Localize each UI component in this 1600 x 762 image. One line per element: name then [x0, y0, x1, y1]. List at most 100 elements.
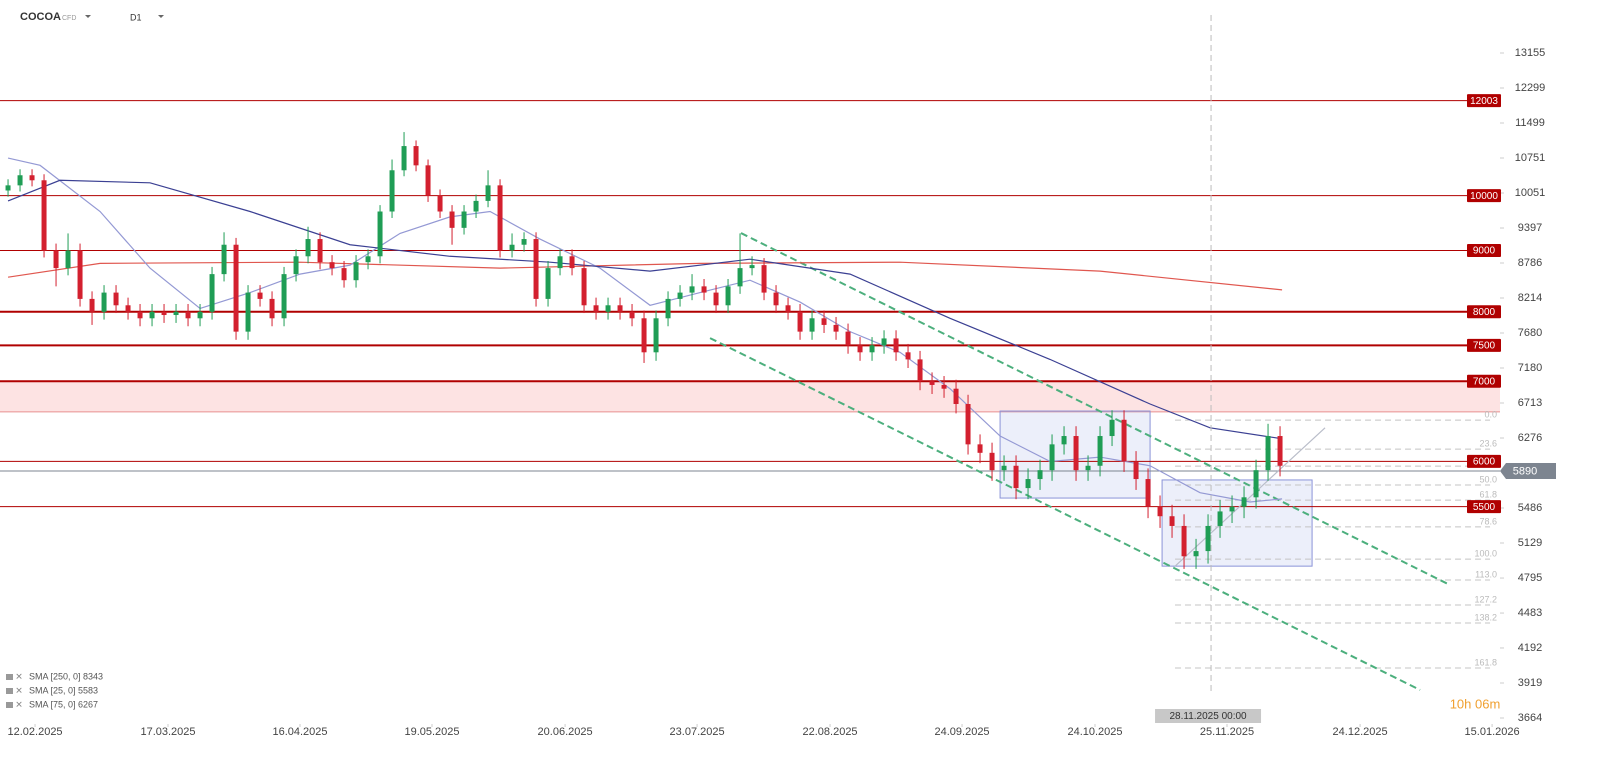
candle	[1277, 426, 1283, 477]
candle	[377, 205, 383, 264]
legend-close[interactable]: ✕	[15, 699, 23, 709]
candle-body	[977, 444, 983, 453]
candle-body	[521, 239, 527, 245]
candle-body	[773, 292, 779, 306]
candle-body	[785, 305, 791, 312]
level-label: 10000	[1470, 191, 1498, 202]
candle-body	[113, 292, 119, 306]
candle	[209, 266, 215, 320]
x-tick-label: 22.08.2025	[803, 726, 858, 738]
level-label-box	[1467, 500, 1501, 514]
legend-close[interactable]: ✕	[15, 671, 23, 681]
dropdown-arrow[interactable]	[85, 15, 91, 18]
candle	[509, 233, 515, 258]
candle-body	[509, 244, 515, 251]
candle	[761, 258, 767, 301]
candle	[1217, 500, 1223, 538]
candle	[341, 260, 347, 288]
candle-body	[689, 286, 695, 293]
y-tick-label: 3664	[1518, 712, 1542, 724]
candle	[869, 337, 875, 361]
candle	[1229, 495, 1235, 524]
candle	[29, 169, 35, 187]
legend-entry: SMA [75, 0] 6267	[29, 699, 98, 709]
candle-body	[869, 345, 875, 353]
candle	[149, 304, 155, 327]
candle	[1169, 504, 1175, 538]
y-tick-label: 4483	[1518, 607, 1542, 619]
level-label: 8000	[1473, 307, 1496, 318]
x-tick-label: 17.03.2025	[140, 726, 195, 738]
candle-body	[425, 165, 431, 196]
candle-body	[389, 170, 395, 212]
candle	[701, 278, 707, 301]
symbol[interactable]: COCOA	[20, 11, 61, 23]
timeframe[interactable]: D1	[130, 12, 142, 22]
trendline	[1174, 427, 1326, 567]
candle	[1121, 410, 1127, 472]
current-price-box	[1500, 463, 1556, 480]
fib-label: 50.0	[1479, 474, 1497, 484]
y-tick-label: 10751	[1515, 152, 1546, 164]
candle-body	[1085, 465, 1091, 471]
candle-body	[1073, 436, 1079, 471]
candle-body	[749, 265, 755, 269]
legend-close[interactable]: ✕	[15, 685, 23, 695]
legend-icon	[6, 688, 13, 694]
cursor-label-box	[1155, 709, 1262, 723]
candle	[185, 304, 191, 327]
candle-body	[905, 352, 911, 360]
candle	[1013, 455, 1019, 500]
candle	[53, 243, 59, 287]
candle	[713, 285, 719, 314]
candle-body	[989, 452, 995, 471]
candle	[245, 285, 251, 340]
candle	[425, 159, 431, 202]
candle	[197, 304, 203, 327]
candle-body	[665, 298, 671, 319]
candle-body	[53, 250, 59, 269]
candle-body	[629, 311, 635, 319]
level-label: 9000	[1473, 246, 1496, 257]
candle	[677, 285, 683, 307]
candle-body	[593, 305, 599, 312]
level-label: 7500	[1473, 340, 1496, 351]
fib-label: 23.6	[1479, 438, 1497, 448]
candle-body	[89, 298, 95, 312]
candle-body	[845, 331, 851, 346]
candle-body	[29, 175, 35, 181]
candle	[113, 285, 119, 314]
candle	[77, 243, 83, 307]
candle-body	[1145, 479, 1151, 507]
level-label-box	[1467, 243, 1501, 257]
candle	[977, 434, 983, 464]
candle	[749, 256, 755, 276]
candle	[881, 330, 887, 354]
candle-body	[617, 305, 623, 312]
x-tick-label: 25.11.2025	[1200, 726, 1254, 738]
candle	[581, 260, 587, 314]
candle-body	[1037, 470, 1043, 480]
dropdown-arrow[interactable]	[158, 15, 164, 18]
x-tick-label: 12.02.2025	[8, 726, 63, 738]
candle	[809, 310, 815, 340]
candle	[1253, 459, 1259, 509]
candle-body	[953, 388, 959, 405]
candle	[125, 297, 131, 320]
countdown: 10h 06m	[1450, 696, 1501, 711]
legend-icon	[6, 674, 13, 680]
x-tick-label: 24.09.2025	[935, 726, 990, 738]
candle-body	[245, 292, 251, 332]
candle-body	[833, 324, 839, 332]
candle	[965, 394, 971, 455]
candle	[173, 304, 179, 323]
y-tick-label: 7680	[1518, 327, 1542, 339]
candle-body	[797, 311, 803, 332]
fib-label: 78.6	[1479, 516, 1497, 526]
candle	[773, 285, 779, 314]
candle-body	[653, 318, 659, 353]
candle	[269, 291, 275, 327]
candle-body	[917, 359, 923, 382]
candle-body	[185, 311, 191, 319]
candle	[521, 232, 527, 252]
